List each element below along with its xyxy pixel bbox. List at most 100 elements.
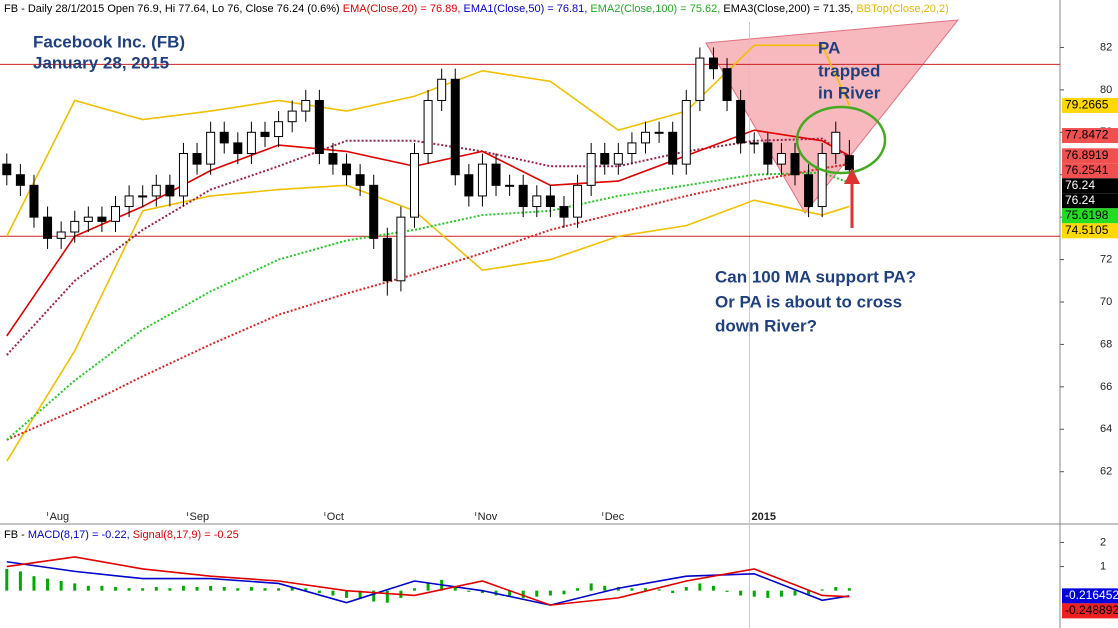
price-label: 76.8919 xyxy=(1065,148,1109,162)
candle-body xyxy=(464,174,474,197)
histogram-bar xyxy=(535,590,539,597)
header-part: FB - xyxy=(4,529,28,541)
candle-body xyxy=(790,153,800,176)
histogram-bar xyxy=(657,589,661,591)
candle-body xyxy=(681,99,691,165)
candle-body xyxy=(559,206,569,218)
candle-body xyxy=(450,78,460,176)
x-tick-label: Sep xyxy=(190,511,210,523)
histogram-bar xyxy=(630,588,634,591)
histogram-bar xyxy=(86,585,90,591)
histogram-bar xyxy=(671,590,675,594)
candle-body xyxy=(355,174,365,186)
candle-body xyxy=(736,99,746,144)
histogram-bar xyxy=(263,588,267,591)
candle-body xyxy=(382,237,392,282)
candle-body xyxy=(43,216,53,239)
histogram-bar xyxy=(290,587,294,591)
candle-body xyxy=(668,131,678,165)
candle-body xyxy=(124,195,134,208)
header-part: EMA2(Close,100) = 75.62, xyxy=(590,3,723,15)
y-tick-label: 1 xyxy=(1100,560,1106,572)
x-tick-label: Aug xyxy=(50,511,70,523)
histogram-bar xyxy=(385,590,389,603)
candle-body xyxy=(274,121,284,138)
histogram-bar xyxy=(195,587,199,591)
y-tick-label: 66 xyxy=(1100,381,1112,393)
candle-body xyxy=(342,163,352,176)
histogram-bar xyxy=(236,588,240,591)
candle-body xyxy=(206,131,216,165)
histogram-bar xyxy=(317,590,321,594)
candle-body xyxy=(314,99,324,155)
histogram-bar xyxy=(168,588,172,591)
candle-body xyxy=(722,68,732,101)
price-label-box xyxy=(1062,97,1118,113)
histogram-bar xyxy=(46,578,50,591)
histogram-bar xyxy=(249,587,253,591)
header-part: Signal(8,17,9) = -0.25 xyxy=(133,529,239,541)
histogram-bar xyxy=(589,583,593,591)
candle-body xyxy=(56,231,66,239)
y-tick-label: 68 xyxy=(1100,338,1112,350)
histogram-bar xyxy=(181,585,185,591)
price-label-box xyxy=(1062,148,1118,164)
annotation: trapped xyxy=(818,61,880,80)
histogram-bar xyxy=(412,588,416,591)
histogram-bar xyxy=(548,590,552,596)
histogram-bar xyxy=(725,590,729,592)
candle-body xyxy=(396,216,406,282)
histogram-bar xyxy=(834,587,838,591)
candle-body xyxy=(233,142,243,155)
price-label-box xyxy=(1062,128,1118,144)
header-part: EMA3(Close,200) = 71.35, xyxy=(723,3,856,15)
price-label-box xyxy=(1062,603,1118,619)
price-label: -0.248892 xyxy=(1065,603,1118,617)
histogram-bar xyxy=(698,583,702,591)
arrow-head xyxy=(844,168,860,184)
histogram-bar xyxy=(562,590,566,595)
candle-body xyxy=(763,142,773,165)
histogram-bar xyxy=(304,588,308,591)
candle-body xyxy=(586,153,596,186)
arrow-annotation xyxy=(844,168,860,228)
line-series xyxy=(6,556,850,606)
price-label: -0.216452 xyxy=(1065,588,1118,602)
y-tick-label: 64 xyxy=(1100,423,1112,435)
histogram-bar xyxy=(127,588,131,591)
candle-body xyxy=(409,153,419,218)
candle-body xyxy=(573,184,583,218)
header-part: EMA(Close,20) = 76.89, xyxy=(343,3,464,15)
header: FB - Daily 28/1/2015 Open 76.9, Hi 77.64… xyxy=(4,3,949,15)
candle-body xyxy=(695,57,705,101)
histogram-bar xyxy=(59,581,63,591)
histogram-bar xyxy=(345,590,349,598)
candle-body xyxy=(260,131,270,138)
histogram-bar xyxy=(73,583,77,591)
histogram-bar xyxy=(154,587,158,591)
candle-body xyxy=(301,99,311,112)
candle-body xyxy=(97,216,107,222)
price-label: 75.6198 xyxy=(1065,208,1109,222)
price-label: 76.24 xyxy=(1065,178,1095,192)
price-label-box xyxy=(1062,193,1118,209)
candle-body xyxy=(192,153,202,165)
x-tick-label: Oct xyxy=(327,511,344,523)
candle-body xyxy=(15,174,25,186)
candle-body xyxy=(138,195,148,198)
candle-body xyxy=(70,220,80,233)
histogram-bar xyxy=(209,585,213,591)
histogram-bar xyxy=(114,587,118,591)
annotation: down River? xyxy=(715,316,817,335)
annotation: Can 100 MA support PA? xyxy=(715,267,916,286)
candle-body xyxy=(151,184,161,197)
annotation: Or PA is about to cross xyxy=(715,292,902,311)
candle-body xyxy=(83,216,93,222)
candle-body xyxy=(165,184,175,197)
candle-body xyxy=(246,131,256,155)
candle-body xyxy=(29,184,39,218)
histogram-bar xyxy=(467,590,471,592)
header: FB - MACD(8,17) = -0.22, Signal(8,17,9) … xyxy=(4,529,239,541)
